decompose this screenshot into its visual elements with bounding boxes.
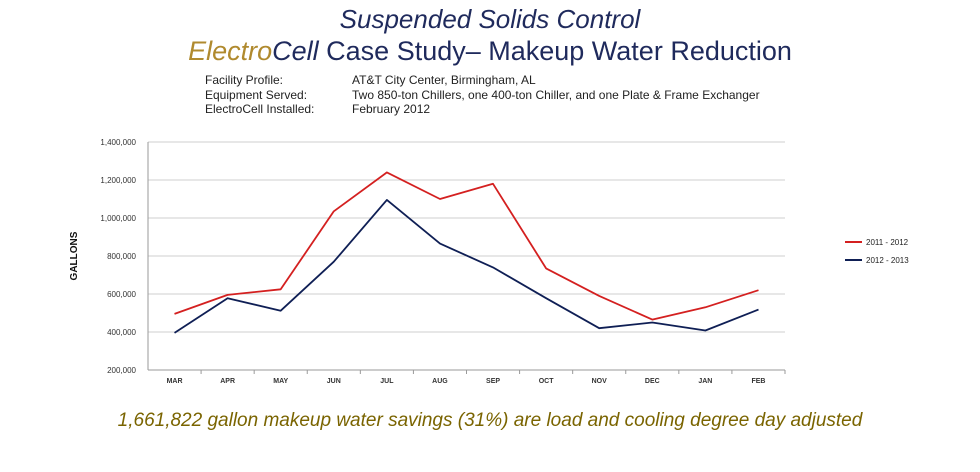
profile-row: Facility Profile: AT&T City Center, Birm…: [205, 73, 760, 88]
x-tick-label: AUG: [432, 378, 448, 385]
brand-cell: Cell: [272, 36, 319, 66]
legend-label: 2012 - 2013: [866, 256, 909, 265]
x-tick-label: MAY: [273, 378, 288, 385]
profile-key: Facility Profile:: [205, 73, 284, 87]
legend-label: 2011 - 2012: [866, 238, 909, 247]
y-tick-label: 800,000: [107, 252, 136, 261]
page-subtitle: ElectroCell Case Study– Makeup Water Red…: [0, 36, 980, 67]
profile-value: AT&T City Center, Birmingham, AL: [352, 73, 536, 87]
profile-value: February 2012: [352, 102, 431, 116]
series-line-2: [174, 198, 759, 334]
line-chart: 200,000 400,000 600,000 800,000 1,000,000 1,2…: [69, 138, 909, 385]
y-axis-label: GALLONS: [69, 231, 80, 280]
x-tick-label: JUL: [380, 378, 394, 385]
brand-electro: Electro: [188, 36, 273, 66]
x-tick-label: DEC: [645, 378, 660, 385]
series-line-1: [174, 171, 759, 321]
x-tick-label: SEP: [486, 378, 500, 385]
y-tick-label: 1,400,000: [100, 138, 136, 147]
y-tick-label: 1,200,000: [100, 176, 136, 185]
savings-footnote: 1,661,822 gallon makeup water savings (3…: [117, 410, 863, 431]
x-tick-label: FEB: [751, 378, 765, 385]
profile-key: ElectroCell Installed:: [205, 102, 315, 116]
y-tick-label: 1,000,000: [100, 214, 136, 223]
y-tick-label: 600,000: [107, 290, 136, 299]
profile-value: Two 850-ton Chillers, one 400-ton Chille…: [352, 87, 760, 102]
profile-key: Equipment Served:: [205, 87, 308, 102]
facility-profile: Facility Profile: AT&T City Center, Birm…: [205, 73, 760, 117]
y-tick-label: 400,000: [107, 328, 136, 337]
y-tick-label: 200,000: [107, 366, 136, 375]
page-title: Suspended Solids Control: [339, 4, 641, 34]
profile-row: ElectroCell Installed: February 2012: [205, 102, 760, 117]
x-tick-label: MAR: [167, 378, 183, 385]
profile-row: Equipment Served: Two 850-ton Chillers, …: [205, 88, 760, 103]
x-tick-label: APR: [220, 378, 235, 385]
subtitle-text: Case Study– Makeup Water Reduction: [318, 36, 792, 66]
x-tick-label: JUN: [327, 378, 341, 385]
x-tick-label: NOV: [592, 378, 608, 385]
x-tick-label: OCT: [539, 378, 555, 385]
x-tick-label: JAN: [698, 378, 712, 385]
